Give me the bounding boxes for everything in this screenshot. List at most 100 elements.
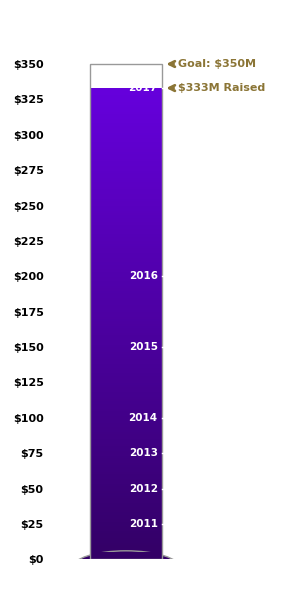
Bar: [90, 90, 162, 93]
Bar: [90, 130, 162, 133]
Bar: [90, 543, 162, 545]
Bar: [90, 133, 162, 135]
Bar: [90, 140, 162, 142]
Bar: [90, 267, 162, 270]
Bar: [90, 361, 162, 364]
Bar: [90, 406, 162, 409]
Bar: [90, 64, 162, 88]
Bar: [90, 420, 162, 422]
Bar: [90, 189, 162, 192]
Bar: [90, 201, 162, 203]
Bar: [90, 430, 162, 432]
Bar: [90, 538, 162, 540]
Bar: [90, 399, 162, 402]
Bar: [90, 180, 162, 182]
Bar: [90, 289, 162, 291]
Bar: [90, 232, 162, 234]
Text: $333M Raised: $333M Raised: [178, 83, 265, 93]
Bar: [90, 270, 162, 272]
Bar: [90, 555, 162, 557]
Bar: [90, 206, 162, 208]
Bar: [90, 194, 162, 196]
Bar: [90, 380, 162, 383]
Bar: [90, 225, 162, 227]
Bar: [90, 387, 162, 390]
Bar: [90, 156, 162, 159]
Bar: [90, 135, 162, 137]
Bar: [90, 142, 162, 145]
Bar: [90, 265, 162, 267]
Bar: [90, 484, 162, 486]
Bar: [90, 470, 162, 472]
Bar: [90, 479, 162, 481]
Bar: [90, 272, 162, 274]
Bar: [90, 208, 162, 211]
Bar: [90, 437, 162, 439]
Bar: [90, 112, 162, 114]
Bar: [90, 486, 162, 488]
Bar: [90, 291, 162, 293]
Bar: [90, 241, 162, 243]
Bar: [90, 409, 162, 411]
Bar: [90, 347, 162, 350]
Bar: [90, 184, 162, 187]
Bar: [90, 173, 162, 176]
Bar: [90, 356, 162, 359]
Bar: [90, 305, 162, 307]
Bar: [90, 321, 162, 324]
Bar: [90, 458, 162, 461]
Bar: [90, 371, 162, 373]
Bar: [90, 552, 162, 555]
Bar: [90, 444, 162, 446]
Bar: [90, 93, 162, 95]
Bar: [90, 533, 162, 536]
Bar: [90, 213, 162, 215]
Bar: [90, 536, 162, 538]
Bar: [90, 338, 162, 340]
Bar: [90, 512, 162, 515]
Bar: [90, 463, 162, 465]
Bar: [90, 522, 162, 524]
Bar: [90, 432, 162, 434]
Bar: [90, 215, 162, 218]
Bar: [90, 176, 162, 177]
Bar: [90, 390, 162, 392]
Bar: [90, 427, 162, 430]
Bar: [90, 373, 162, 375]
Bar: [90, 262, 162, 265]
Text: 2011: 2011: [129, 519, 158, 529]
Bar: [90, 203, 162, 206]
Bar: [90, 354, 162, 356]
Bar: [90, 529, 162, 531]
Bar: [90, 493, 162, 496]
Bar: [90, 199, 162, 201]
Bar: [90, 519, 162, 522]
Bar: [90, 368, 162, 371]
Bar: [90, 88, 162, 90]
Bar: [90, 465, 162, 468]
Bar: [90, 364, 162, 366]
Bar: [90, 187, 162, 189]
Bar: [90, 102, 162, 105]
Bar: [90, 118, 162, 121]
Bar: [90, 319, 162, 321]
Text: 2013: 2013: [129, 448, 158, 458]
Bar: [90, 114, 162, 117]
Bar: [90, 451, 162, 453]
Bar: [90, 446, 162, 449]
Text: 2017: 2017: [129, 83, 158, 93]
Bar: [90, 491, 162, 493]
Bar: [90, 359, 162, 361]
Bar: [90, 298, 162, 300]
Bar: [90, 100, 162, 102]
Bar: [90, 474, 162, 477]
Bar: [90, 503, 162, 505]
Bar: [90, 383, 162, 385]
Text: 2014: 2014: [129, 413, 158, 423]
Bar: [90, 350, 162, 352]
Bar: [90, 253, 162, 255]
Bar: [90, 425, 162, 427]
Bar: [90, 161, 162, 164]
Bar: [90, 281, 162, 284]
Bar: [90, 227, 162, 230]
